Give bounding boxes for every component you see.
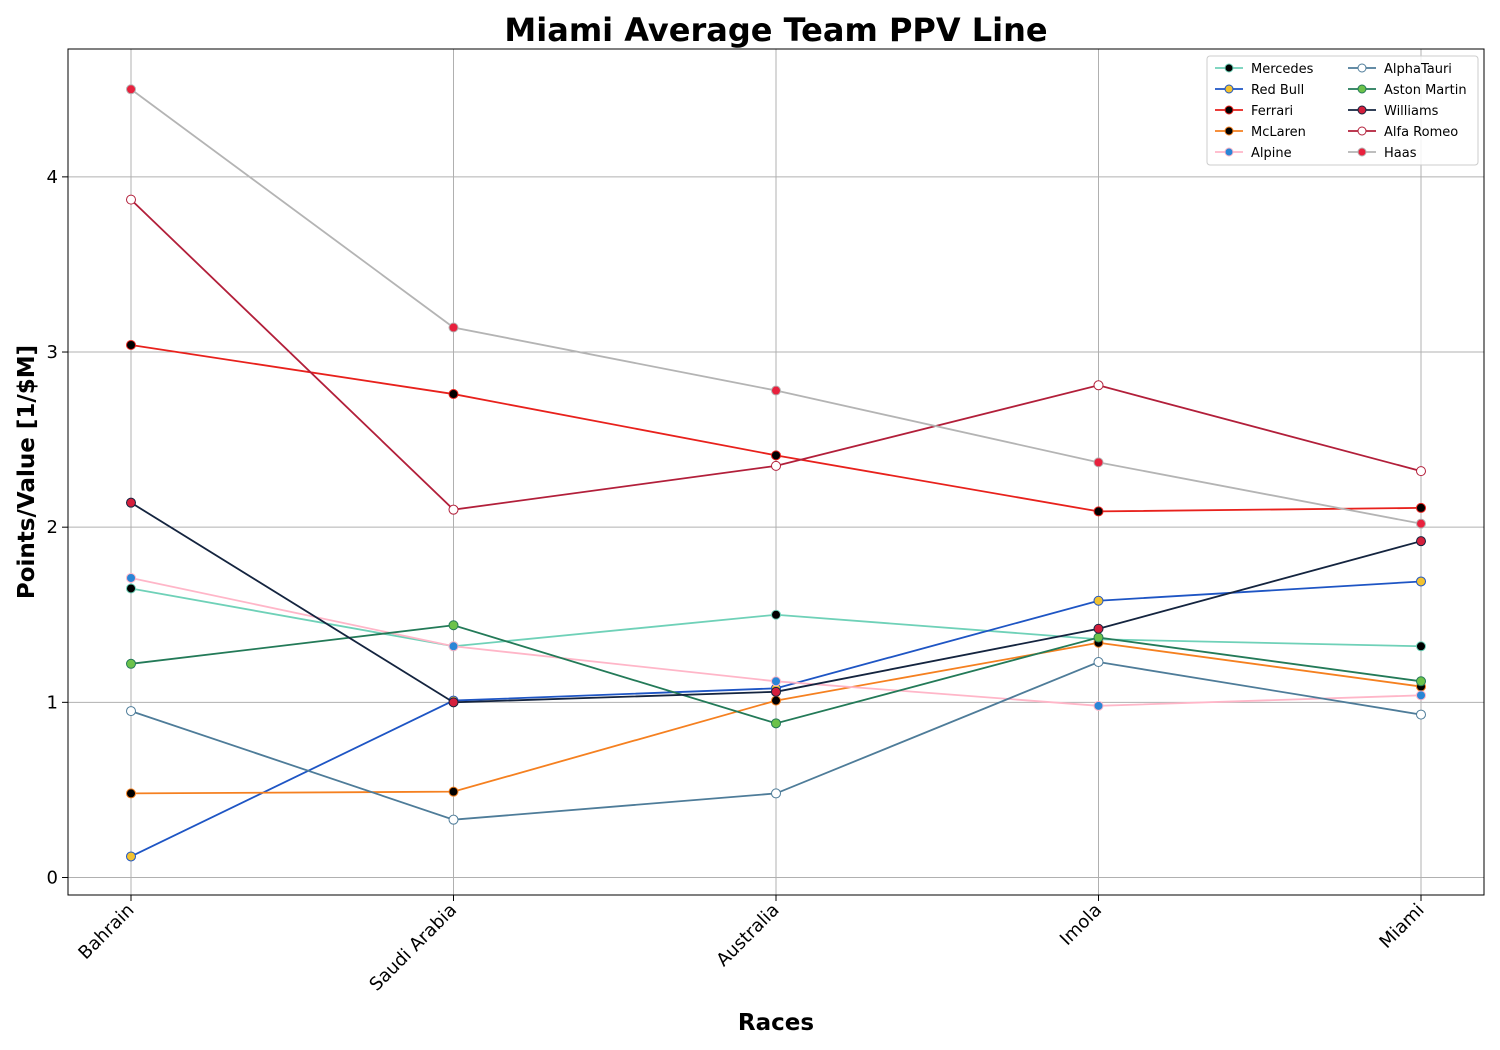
data-point bbox=[1416, 518, 1426, 529]
y-tick-label: 1 bbox=[47, 692, 58, 713]
legend-label: Alfa Romeo bbox=[1384, 125, 1458, 140]
legend-item: AlphaTauri bbox=[1348, 62, 1452, 77]
x-axis-label: Races bbox=[738, 1010, 814, 1036]
y-axis-ticks: 0 1 2 3 4 bbox=[47, 167, 68, 888]
legend-swatch-marker bbox=[1357, 126, 1367, 136]
legend-swatch-marker bbox=[1224, 105, 1234, 115]
data-point bbox=[1093, 457, 1104, 468]
data-point bbox=[1093, 623, 1104, 634]
data-point bbox=[126, 497, 136, 508]
data-point bbox=[1416, 690, 1426, 701]
data-point bbox=[771, 460, 781, 471]
data-point bbox=[771, 788, 781, 799]
data-point bbox=[1416, 676, 1426, 687]
legend-label: Red Bull bbox=[1251, 83, 1304, 98]
legend-label: Williams bbox=[1384, 104, 1439, 119]
data-point bbox=[771, 686, 781, 697]
data-point bbox=[448, 814, 459, 825]
legend-label: Haas bbox=[1384, 146, 1417, 161]
legend-label: Alpine bbox=[1251, 146, 1292, 161]
series-alpine bbox=[126, 572, 1426, 711]
data-point bbox=[1416, 709, 1426, 720]
legend-item: Alpine bbox=[1215, 146, 1292, 161]
legend-swatch-marker bbox=[1224, 126, 1234, 136]
series-ferrari bbox=[126, 340, 1426, 517]
data-point bbox=[448, 641, 459, 652]
data-point bbox=[448, 322, 459, 333]
y-tick-label: 3 bbox=[47, 342, 58, 363]
legend-label: Ferrari bbox=[1251, 104, 1293, 119]
gridlines bbox=[68, 49, 1484, 895]
legend-item: Haas bbox=[1348, 146, 1417, 161]
data-point bbox=[448, 620, 459, 631]
legend-swatch-marker bbox=[1357, 84, 1367, 94]
legend-item: Alfa Romeo bbox=[1348, 125, 1458, 140]
data-point bbox=[1093, 657, 1104, 668]
data-point bbox=[126, 583, 136, 594]
series-haas bbox=[126, 84, 1426, 529]
data-point bbox=[1093, 506, 1104, 517]
legend-item: Ferrari bbox=[1215, 104, 1293, 119]
data-point bbox=[1416, 576, 1426, 587]
y-tick-label: 4 bbox=[47, 167, 58, 188]
data-point bbox=[126, 788, 136, 799]
data-point bbox=[1416, 502, 1426, 513]
data-point bbox=[1416, 536, 1426, 547]
legend-label: McLaren bbox=[1251, 125, 1306, 140]
y-tick-label: 0 bbox=[47, 867, 58, 888]
data-point bbox=[771, 450, 781, 461]
series-aston-martin bbox=[126, 620, 1426, 729]
y-axis-label: Points/Value [1/$M] bbox=[14, 345, 40, 599]
legend: Mercedes Red Bull Ferrari McLaren Alpine Alph… bbox=[1206, 55, 1479, 166]
data-point bbox=[448, 786, 459, 797]
data-point bbox=[448, 389, 459, 400]
data-point bbox=[1416, 466, 1426, 477]
series-alphatauri bbox=[126, 657, 1426, 825]
data-point bbox=[771, 385, 781, 396]
data-point bbox=[771, 676, 781, 687]
legend-swatch-marker bbox=[1357, 105, 1367, 115]
data-point bbox=[448, 504, 459, 515]
data-point bbox=[1093, 380, 1104, 391]
data-point bbox=[126, 706, 136, 717]
data-point bbox=[126, 194, 136, 205]
legend-swatch-marker bbox=[1357, 147, 1367, 157]
data-point bbox=[1093, 632, 1104, 643]
data-point bbox=[1093, 700, 1104, 711]
chart-title: Miami Average Team PPV Line bbox=[504, 11, 1047, 49]
legend-item: McLaren bbox=[1215, 125, 1306, 140]
legend-swatch-marker bbox=[1224, 84, 1234, 94]
data-point bbox=[126, 572, 136, 583]
data-point bbox=[126, 340, 136, 351]
legend-swatch-marker bbox=[1224, 63, 1234, 73]
legend-item: Williams bbox=[1348, 104, 1439, 119]
series-alfa-romeo bbox=[126, 194, 1426, 515]
legend-label: Mercedes bbox=[1251, 62, 1314, 77]
data-point bbox=[771, 609, 781, 620]
data-point bbox=[126, 658, 136, 669]
data-point bbox=[1093, 595, 1104, 606]
legend-label: AlphaTauri bbox=[1384, 62, 1452, 77]
y-tick-label: 2 bbox=[47, 517, 58, 538]
legend-label: Aston Martin bbox=[1384, 83, 1467, 98]
data-point bbox=[448, 697, 459, 708]
data-point bbox=[126, 84, 136, 95]
legend-box bbox=[1206, 55, 1479, 166]
data-point bbox=[126, 851, 136, 862]
data-point bbox=[771, 695, 781, 706]
legend-item: Aston Martin bbox=[1348, 83, 1467, 98]
series-lines bbox=[126, 84, 1426, 862]
legend-item: Mercedes bbox=[1215, 62, 1314, 77]
legend-swatch-marker bbox=[1357, 63, 1367, 73]
legend-item: Red Bull bbox=[1215, 83, 1304, 98]
series-williams bbox=[126, 497, 1426, 708]
data-point bbox=[1416, 641, 1426, 652]
legend-swatch-marker bbox=[1224, 147, 1234, 157]
data-point bbox=[771, 718, 781, 729]
